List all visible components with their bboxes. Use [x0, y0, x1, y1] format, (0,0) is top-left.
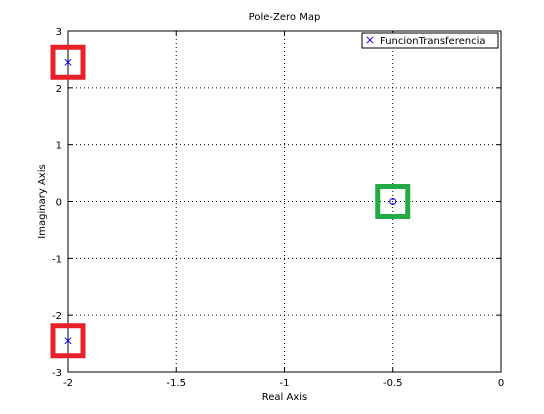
y-tick-label: 2 — [56, 84, 62, 95]
chart-title: Pole-Zero Map — [249, 12, 321, 23]
x-tick-label: -0.5 — [383, 378, 403, 389]
x-tick-label: -1 — [280, 378, 290, 389]
y-tick-label: 1 — [56, 141, 62, 152]
legend-box — [361, 32, 499, 49]
y-tick-label: -3 — [52, 368, 62, 379]
x-tick-label: -2 — [63, 378, 73, 389]
y-tick-label: -1 — [52, 254, 62, 265]
zero-highlight — [375, 184, 411, 219]
grid-lines — [68, 31, 501, 372]
pole-marker — [64, 337, 72, 345]
y-tick-label: 3 — [56, 27, 62, 38]
data-marks — [64, 58, 397, 345]
legend: FuncionTransferencia — [361, 32, 499, 49]
legend-marker-x — [366, 36, 374, 44]
y-tick-label: -2 — [52, 311, 62, 322]
x-axis-label: Real Axis — [262, 392, 307, 403]
y-axis-label: Imaginary Axis — [37, 164, 48, 238]
axis-ticks — [67, 30, 502, 373]
highlight-boxes — [50, 44, 411, 359]
pole-highlight-lower — [50, 323, 86, 359]
pole-highlight-upper — [50, 44, 86, 80]
y-tick-label: 0 — [56, 198, 62, 209]
legend-entry-label: FuncionTransferencia — [380, 36, 486, 47]
pole-marker — [64, 58, 72, 66]
zero-marker — [389, 198, 397, 205]
x-tick-label: 0 — [498, 378, 504, 389]
x-tick-label: -1.5 — [166, 378, 186, 389]
